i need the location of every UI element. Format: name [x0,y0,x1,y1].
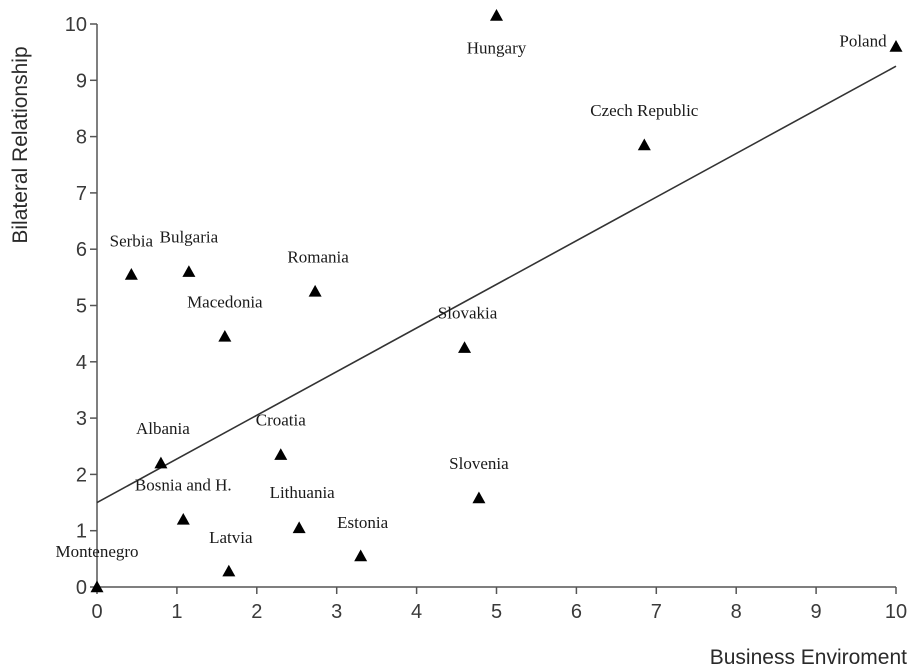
x-axis-title: Business Enviroment [710,646,907,669]
data-point-marker [472,491,486,504]
data-point-label: Latvia [209,528,253,547]
data-point-label: Bulgaria [160,228,219,247]
data-point-marker [90,580,104,593]
y-tick-label: 10 [65,14,87,36]
y-tick-label: 5 [76,296,87,318]
data-points [90,9,903,593]
data-point-marker [637,138,651,151]
data-point-marker [292,521,306,534]
x-tick-label: 7 [651,601,662,623]
x-tick-label: 10 [885,601,907,623]
data-point-label: Montenegro [55,542,138,561]
y-tick-label: 7 [76,183,87,205]
x-tick-label: 9 [811,601,822,623]
data-point-marker [490,9,503,21]
data-point-label: Bosnia and H. [135,475,232,494]
data-point-marker [222,564,236,577]
x-tick-label: 2 [251,601,262,623]
axes: 0 1 2 3 4 5 6 7 8 9 10 0 1 2 3 4 5 6 7 8 9 10 [65,14,907,623]
data-point-label: Lithuania [270,483,336,502]
x-tick-label: 3 [331,601,342,623]
x-tick-label: 1 [171,601,182,623]
data-point-label: Slovakia [438,304,498,323]
x-tick-label: 4 [411,601,422,623]
data-point-label: Macedonia [187,292,263,311]
x-tick-label: 5 [491,601,502,623]
y-tick-label: 8 [76,127,87,149]
data-point-marker [354,549,368,562]
data-point-label: Albania [136,419,190,438]
data-point-marker [124,268,138,280]
trendline-group [96,65,897,504]
data-point-marker [182,265,196,277]
data-point-label: Slovenia [449,454,509,473]
y-tick-label: 0 [76,577,87,599]
data-point-label: Serbia [110,232,154,251]
y-tick-label: 1 [76,521,87,543]
data-point-marker [889,40,903,52]
data-point-label: Hungary [467,39,527,58]
y-tick-label: 4 [76,352,87,374]
data-point-marker [218,329,232,342]
data-point-label: Estonia [337,513,388,532]
x-tick-label: 6 [571,601,582,623]
data-point-marker [176,512,190,525]
data-point-label: Poland [839,32,887,51]
data-point-label: Czech Republic [590,101,699,120]
trendline [96,65,897,504]
x-tick-label: 8 [731,601,742,623]
y-axis-title: Bilateral Relationship [9,46,32,243]
data-point-label: Romania [287,247,349,266]
y-tick-label: 9 [76,70,87,92]
data-point-marker [308,284,322,297]
y-tick-label: 6 [76,239,87,261]
x-tick-label: 0 [91,601,102,623]
y-tick-label: 3 [76,408,87,430]
y-tick-label: 2 [76,464,87,486]
data-point-label: Croatia [256,411,306,430]
data-point-marker [154,456,168,469]
data-point-marker [274,448,288,460]
data-point-marker [458,341,472,353]
